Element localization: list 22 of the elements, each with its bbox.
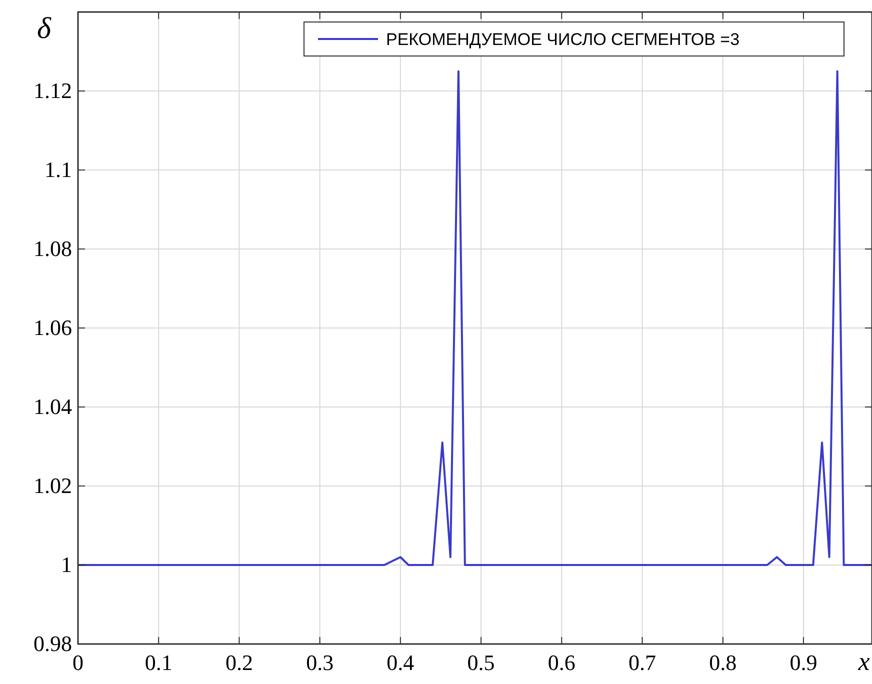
- legend-label: РЕКОМЕНДУЕМОЕ ЧИСЛО СЕГМЕНТОВ =3: [386, 30, 740, 49]
- y-tick-label: 1.02: [34, 473, 72, 498]
- y-tick-label: 1.1: [44, 157, 72, 182]
- x-tick-label: 0.2: [225, 650, 253, 675]
- y-tick-label: 0.98: [34, 631, 72, 656]
- y-tick-label: 1.04: [34, 394, 72, 419]
- x-tick-label: 0.8: [709, 650, 737, 675]
- x-tick-label: 0.6: [548, 650, 576, 675]
- line-series: [77, 70, 872, 566]
- y-tick-label: 1.06: [34, 315, 72, 340]
- y-axis-title: δ: [37, 12, 52, 45]
- x-tick-label: 0: [72, 650, 84, 675]
- x-tick-label: 0.4: [386, 650, 414, 675]
- x-axis-title: x: [857, 647, 870, 676]
- x-tick-label: 0.7: [628, 650, 656, 675]
- y-tick-label: 1.08: [34, 236, 72, 261]
- x-tick-label: 0.3: [306, 650, 334, 675]
- x-tick-label: 0.5: [467, 650, 495, 675]
- x-tick-label: 0.9: [790, 650, 818, 675]
- y-tick-label: 1: [61, 552, 72, 577]
- y-tick-label: 1.12: [34, 78, 72, 103]
- x-tick-label: 0.1: [144, 650, 172, 675]
